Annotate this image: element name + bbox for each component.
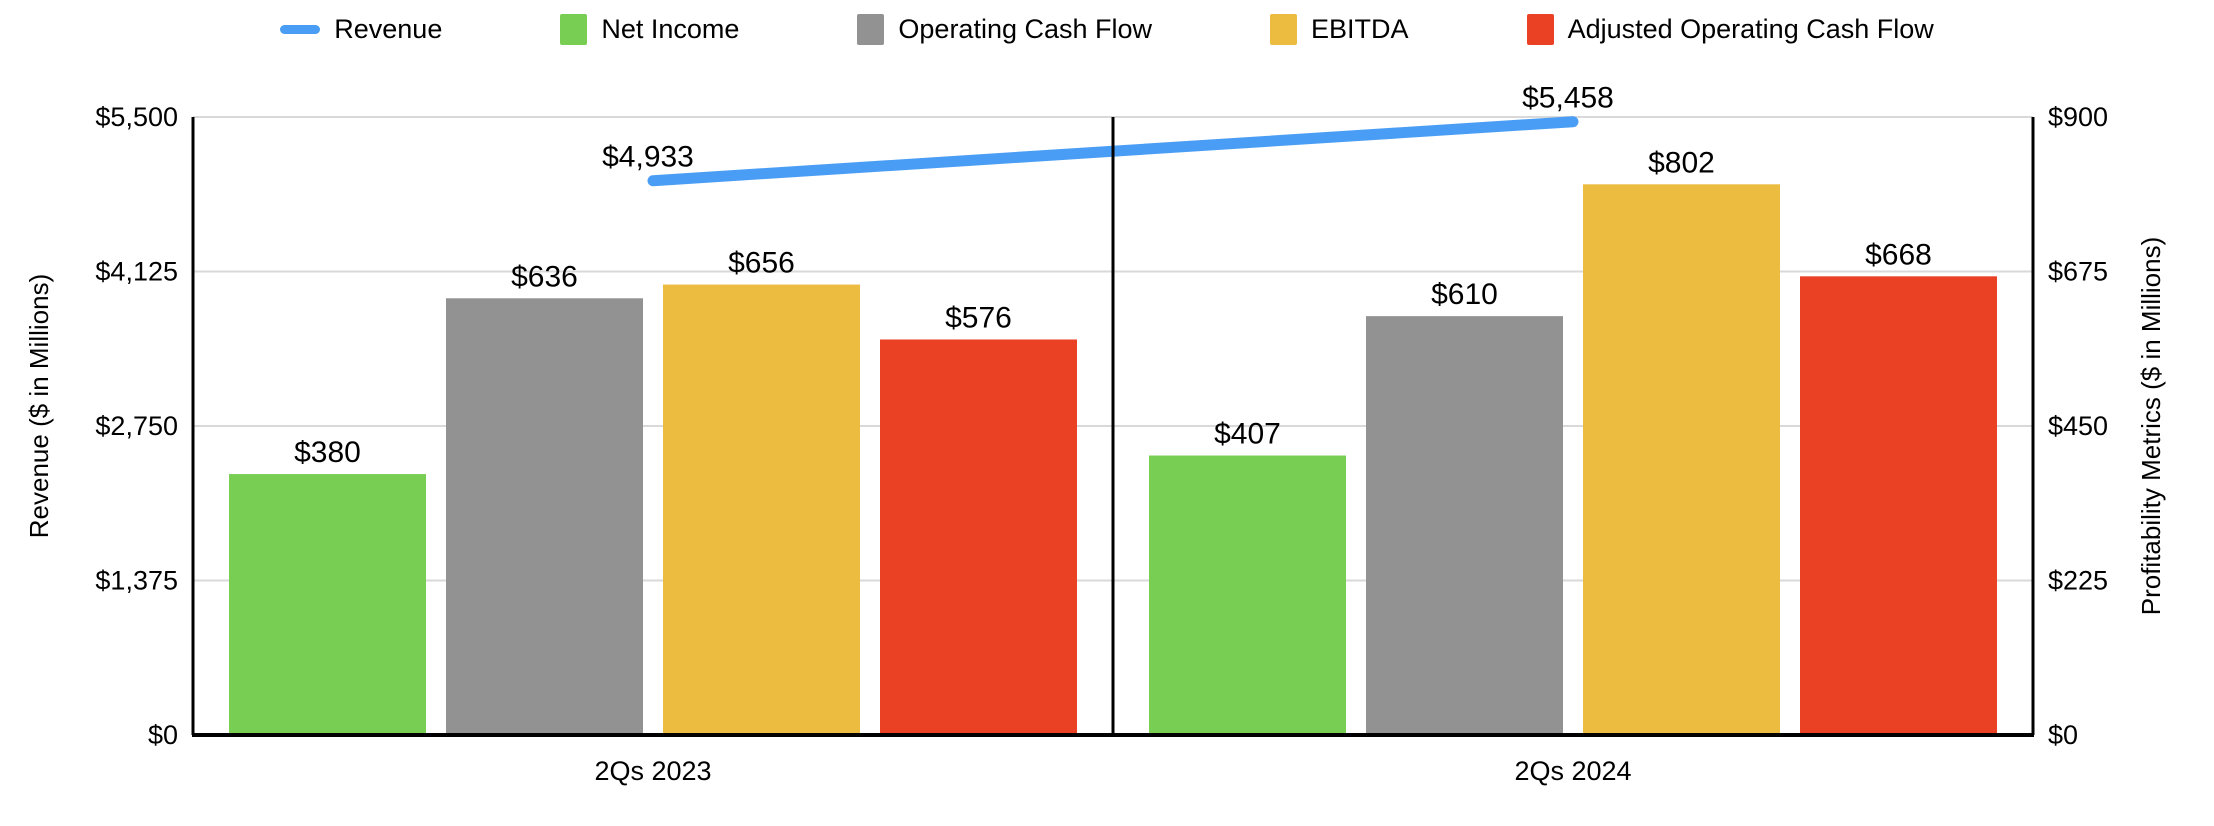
bar-net-income (1149, 455, 1346, 735)
bar-operating-cash-flow (1366, 316, 1563, 735)
bar-value-label: $656 (728, 247, 795, 280)
legend-line-marker-icon (280, 25, 321, 34)
chart-legend: Revenue Net Income Operating Cash Flow EBIT… (0, 14, 2214, 45)
x-axis-category-label: 2Qs 2023 (594, 756, 711, 786)
legend-item-ebitda: EBITDA (1270, 14, 1409, 45)
left-axis-tick-label: $4,125 (95, 257, 178, 287)
left-axis-tick-label: $1,375 (95, 566, 178, 596)
legend-square-marker-icon (560, 14, 588, 45)
legend-label: Operating Cash Flow (898, 14, 1153, 44)
right-axis-tick-label: $0 (2048, 720, 2078, 750)
line-value-label: $5,458 (1522, 82, 1614, 115)
left-axis-tick-label: $0 (148, 720, 178, 750)
bar-adjusted-operating-cash-flow (1800, 276, 1997, 735)
legend-label: EBITDA (1311, 14, 1409, 44)
legend-square-marker-icon (857, 14, 885, 45)
bar-value-label: $610 (1431, 278, 1498, 311)
legend-label: Revenue (334, 14, 443, 44)
right-axis-tick-label: $675 (2048, 257, 2108, 287)
left-axis-tick-label: $5,500 (95, 102, 178, 132)
bar-value-label: $576 (945, 301, 1012, 334)
bar-value-label: $668 (1865, 238, 1932, 271)
legend-label: Adjusted Operating Cash Flow (1567, 14, 1934, 44)
bar-value-label: $802 (1648, 146, 1715, 179)
right-axis-tick-label: $900 (2048, 102, 2108, 132)
legend-item-net-income: Net Income (560, 14, 739, 45)
legend-square-marker-icon (1270, 14, 1298, 45)
bar-value-label: $407 (1214, 418, 1281, 451)
right-axis-tick-label: $450 (2048, 411, 2108, 441)
bar-adjusted-operating-cash-flow (880, 339, 1077, 735)
legend-item-operating-cash-flow: Operating Cash Flow (857, 14, 1152, 45)
right-axis-tick-label: $225 (2048, 566, 2108, 596)
right-axis-title: Profitability Metrics ($ in Millions) (2136, 237, 2166, 616)
bar-ebitda (663, 284, 860, 735)
left-axis-tick-label: $2,750 (95, 411, 178, 441)
bar-value-label: $380 (294, 436, 361, 469)
bar-ebitda (1583, 184, 1780, 735)
legend-label: Net Income (601, 14, 740, 44)
bar-net-income (229, 474, 426, 735)
legend-item-adjusted-operating-cash-flow: Adjusted Operating Cash Flow (1526, 14, 1934, 45)
bar-value-label: $636 (511, 260, 578, 293)
left-axis-title: Revenue ($ in Millions) (24, 274, 54, 538)
legend-item-revenue: Revenue (280, 14, 442, 45)
x-axis-category-label: 2Qs 2024 (1514, 756, 1631, 786)
legend-square-marker-icon (1526, 14, 1554, 45)
bar-operating-cash-flow (446, 298, 643, 735)
line-value-label: $4,933 (602, 141, 694, 174)
